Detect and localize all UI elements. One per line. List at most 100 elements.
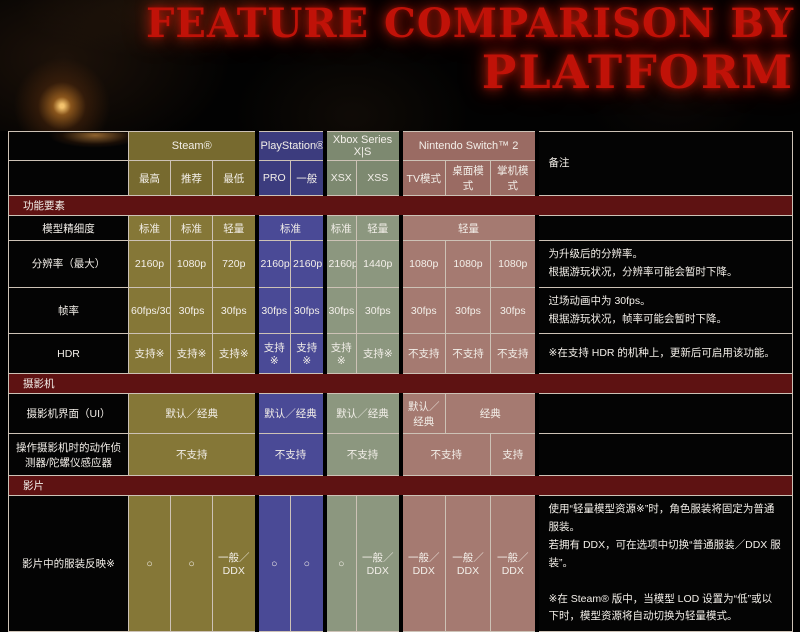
cell-hdr-ps5-pro: 支持※ <box>258 333 292 375</box>
platform-header-ps5: PlayStation®5 <box>258 131 324 161</box>
cell-res-steam-rec: 1080p <box>170 240 213 288</box>
mode-header-steam-recommended: 推荐 <box>170 160 213 196</box>
platform-header-row: Steam® PlayStation®5 Xbox Series X|S Nin… <box>8 131 794 196</box>
group-gap <box>254 287 259 334</box>
group-gap <box>254 393 259 434</box>
page-title: FEATURE COMPARISON BY PLATFORM <box>146 1 794 98</box>
row-label: 操作摄影机时的动作侦测器/陀螺仪感应器 <box>8 433 129 477</box>
group-gap <box>254 240 259 288</box>
group-gap <box>254 433 259 476</box>
cell-fps-switch-tabletop: 30fps <box>445 286 492 335</box>
section-header-movies: 影片 <box>7 475 794 497</box>
cell-costume-ps5-std: ○ <box>290 495 324 632</box>
cell-motion-switch-handheld: 支持 <box>490 433 536 477</box>
group-gap <box>322 131 327 161</box>
cell-model-ps5: 标准 <box>258 215 324 241</box>
mode-header-switch-handheld: 掌机模式 <box>490 160 536 196</box>
corner-cell <box>8 131 129 161</box>
mode-header-xss: XSS <box>356 160 400 196</box>
group-gap <box>322 393 327 434</box>
comparison-table: Steam® PlayStation®5 Xbox Series X|S Nin… <box>7 131 794 632</box>
group-gap <box>534 433 539 476</box>
mode-header-switch-tv: TV模式 <box>402 160 447 196</box>
cell-camui-xbox: 默认／经典 <box>326 393 400 435</box>
cell-costume-xsx: ○ <box>326 495 358 632</box>
cell-model-xsx: 标准 <box>326 215 358 241</box>
group-gap <box>534 287 539 334</box>
platform-header-xbox: Xbox Series X|S <box>326 131 400 161</box>
cell-costume-xss: 一般／DDX <box>356 495 400 632</box>
group-gap <box>398 160 403 196</box>
row-label: 影片中的服装反映※ <box>8 495 129 632</box>
row-label: 摄影机界面（UI） <box>8 393 129 435</box>
section-header-features: 功能要素 <box>7 195 794 216</box>
group-gap <box>254 333 259 374</box>
cell-costume-steam-min: 一般／DDX <box>211 495 256 632</box>
row-motion-sensor: 操作摄影机时的动作侦测器/陀螺仪感应器 不支持 不支持 不支持 不支持 支持 <box>8 433 794 477</box>
note-camera-ui <box>538 393 794 435</box>
cell-fps-ps5-std: 30fps <box>290 286 324 335</box>
cell-fps-steam-min: 30fps <box>211 286 256 335</box>
mode-header-ps5-pro: PRO <box>258 160 292 196</box>
cell-res-switch-tv: 1080p <box>402 240 447 288</box>
cell-hdr-ps5-std: 支持※ <box>290 333 324 375</box>
cell-hdr-steam-min: 支持※ <box>211 333 256 375</box>
group-gap <box>322 160 327 196</box>
row-costume-reflection: 影片中的服装反映※ ○ ○ 一般／DDX ○ ○ ○ 一般／DDX 一般／DDX… <box>8 495 794 632</box>
cell-res-ps5-std: 2160p <box>290 240 324 288</box>
row-label: 模型精细度 <box>8 215 129 241</box>
mode-header-steam-min: 最低 <box>211 160 256 196</box>
cell-camui-steam: 默认／经典 <box>127 393 256 435</box>
cell-res-xsx: 2160p <box>326 240 358 288</box>
cell-res-steam-max: 2160p <box>128 240 171 288</box>
cell-fps-steam-rec: 30fps <box>170 286 213 335</box>
group-gap <box>254 160 259 196</box>
cell-hdr-steam-max: 支持※ <box>128 333 171 375</box>
row-camera-ui: 摄影机界面（UI） 默认／经典 默认／经典 默认／经典 默认／经典 经典 <box>8 393 794 435</box>
cell-fps-switch-handheld: 30fps <box>490 286 536 335</box>
cell-hdr-xsx: 支持※ <box>326 333 358 375</box>
cell-costume-steam-rec: ○ <box>170 495 213 632</box>
group-gap <box>534 393 539 434</box>
group-gap <box>398 215 403 241</box>
cell-fps-switch-tv: 30fps <box>402 286 447 335</box>
mode-header-switch-tabletop: 桌面模式 <box>445 160 492 196</box>
group-gap <box>322 215 327 241</box>
group-gap <box>534 215 539 241</box>
cell-hdr-xss: 支持※ <box>356 333 400 375</box>
group-gap <box>398 433 403 476</box>
cell-costume-switch-tabletop: 一般／DDX <box>445 495 492 632</box>
group-gap <box>322 287 327 334</box>
row-hdr: HDR 支持※ 支持※ 支持※ 支持※ 支持※ 支持※ 支持※ 不支持 不支持 … <box>8 333 794 375</box>
notes-column-header: 备注 <box>538 131 794 196</box>
row-resolution: 分辨率（最大） 2160p 1080p 720p 2160p 2160p 216… <box>8 240 794 288</box>
row-framerate: 帧率 60fps/30fps 30fps 30fps 30fps 30fps 3… <box>8 286 794 335</box>
group-gap <box>534 160 539 196</box>
group-gap <box>398 287 403 334</box>
cell-costume-switch-handheld: 一般／DDX <box>490 495 536 632</box>
cell-res-steam-min: 720p <box>211 240 256 288</box>
note-costume: 使用“轻量模型资源※”时，角色服装将固定为普通服装。 若拥有 DDX，可在选项中… <box>538 495 794 632</box>
cell-model-steam-max: 标准 <box>128 215 171 241</box>
group-gap <box>254 131 259 161</box>
cell-motion-ps5: 不支持 <box>258 433 324 477</box>
cell-costume-steam-max: ○ <box>128 495 171 632</box>
cell-motion-switch-tv-tabletop: 不支持 <box>402 433 492 477</box>
cell-fps-xsx: 30fps <box>326 286 358 335</box>
cell-hdr-switch-tv: 不支持 <box>402 333 447 375</box>
row-label: HDR <box>8 333 129 375</box>
cell-res-switch-tabletop: 1080p <box>445 240 492 288</box>
group-gap <box>534 131 539 161</box>
group-gap <box>534 333 539 374</box>
section-row-movies: 影片 <box>7 475 794 497</box>
cell-res-ps5-pro: 2160p <box>258 240 292 288</box>
cell-motion-steam: 不支持 <box>127 433 256 477</box>
cell-motion-xbox: 不支持 <box>326 433 400 477</box>
note-motion <box>538 433 794 477</box>
cell-model-xss: 轻量 <box>356 215 400 241</box>
group-gap <box>322 333 327 374</box>
cell-fps-ps5-pro: 30fps <box>258 286 292 335</box>
mode-header-steam-max: 最高 <box>128 160 171 196</box>
group-gap <box>254 215 259 241</box>
note-hdr: ※在支持 HDR 的机种上，更新后可启用该功能。 <box>538 333 794 375</box>
